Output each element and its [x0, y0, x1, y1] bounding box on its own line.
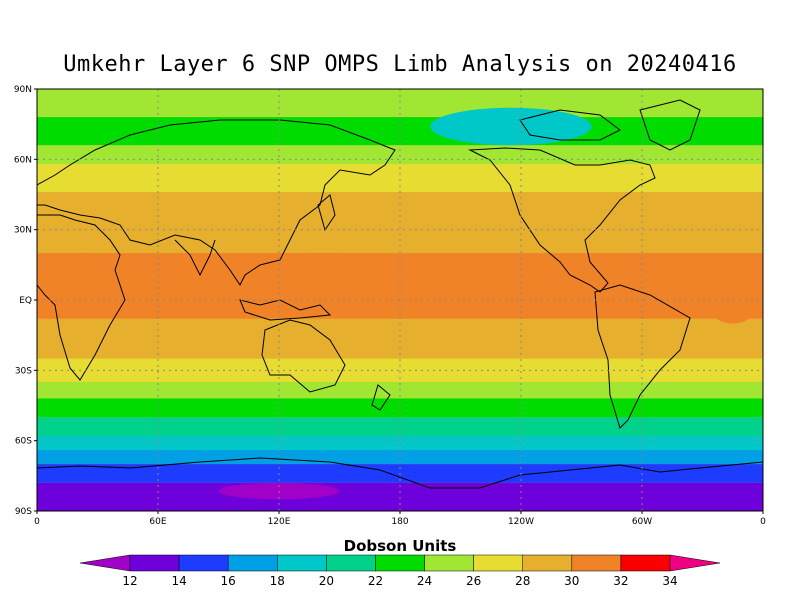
lon-tick-label: 60W	[632, 517, 652, 527]
lat-tick-label: 30N	[14, 226, 32, 236]
colorbar-high-triangle	[669, 554, 721, 572]
lon-tick-label: 0	[34, 517, 40, 527]
map-title: Umkehr Layer 6 SNP OMPS Limb Analysis on…	[63, 52, 737, 77]
lat-tick-label: 60N	[14, 155, 32, 165]
maritime-continent-coast	[239, 299, 332, 321]
south-america-coast	[594, 284, 691, 429]
lon-tick-label: 120W	[508, 517, 534, 527]
colorbar-label: 14	[171, 574, 186, 588]
zonal-band	[37, 89, 763, 118]
india-coast	[174, 239, 216, 277]
greenland-coast	[639, 99, 701, 151]
colorbar-box	[424, 554, 474, 572]
colorbar-title: Dobson Units	[343, 537, 457, 555]
ozone-feature	[702, 264, 763, 324]
colorbar: 12 14 16 18 20 22 24 26 28 30 32 34	[79, 554, 721, 588]
colorbar-box	[277, 554, 327, 572]
colorbar-box	[326, 554, 376, 572]
gridlines	[37, 89, 763, 511]
colorbar-label: 34	[662, 574, 677, 588]
colorbar-label: 18	[270, 574, 285, 588]
north-america-coast	[468, 147, 656, 293]
zonal-band	[37, 482, 763, 511]
lon-tick-label: 0	[760, 517, 766, 527]
colorbar-box	[375, 554, 425, 572]
colorbar-label: 12	[122, 574, 137, 588]
zonal-band	[37, 318, 763, 359]
lon-tick-label: 120E	[268, 517, 291, 527]
africa-coast	[37, 214, 126, 381]
lon-tick-label: 180	[391, 517, 408, 527]
ozone-features	[57, 107, 763, 500]
antarctica-coast	[37, 457, 763, 489]
colorbar-label: 22	[368, 574, 383, 588]
colorbar-label: 30	[564, 574, 579, 588]
colorbar-label: 20	[319, 574, 334, 588]
colorbar-low-triangle	[79, 554, 131, 572]
arctic-islands-coast	[519, 109, 621, 141]
colorbar-label: 26	[466, 574, 481, 588]
colorbar-box	[522, 554, 573, 572]
plot-area	[37, 89, 763, 511]
colorbar-box	[571, 554, 622, 572]
lat-tick-label: 90N	[14, 85, 32, 95]
australia-coast	[261, 319, 346, 393]
ozone-feature	[430, 107, 592, 146]
lat-tick-label: 60S	[15, 437, 32, 447]
colorbar-label: 28	[515, 574, 530, 588]
lat-tick-label: 90S	[15, 507, 32, 517]
new-zealand-coast	[371, 384, 391, 411]
colorbar-box	[178, 554, 229, 572]
ozone-feature	[57, 253, 118, 289]
coastlines	[37, 99, 763, 489]
colorbar-box	[227, 554, 278, 572]
zonal-band	[37, 358, 763, 383]
colorbar-label: 32	[613, 574, 628, 588]
colorbar-box	[129, 554, 180, 572]
colorbar-label: 16	[221, 574, 236, 588]
lon-tick-label: 60E	[149, 517, 166, 527]
ozone-feature	[228, 253, 421, 312]
colorbar-box	[620, 554, 671, 572]
colorbar-label: 24	[417, 574, 432, 588]
lat-tick-label: EQ	[19, 296, 32, 306]
colorbar-box	[473, 554, 523, 572]
lat-tick-label: 30S	[15, 366, 32, 376]
japan-coast	[317, 194, 336, 232]
